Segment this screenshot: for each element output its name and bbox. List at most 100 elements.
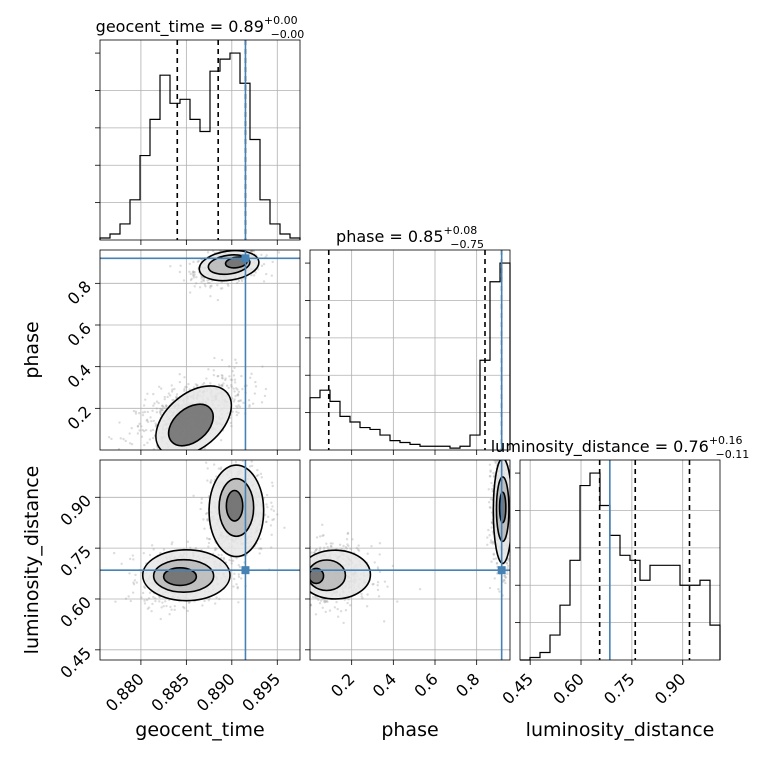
sample-point [504,576,508,579]
title-luminosity_distance: luminosity_distance = 0.76+0.16 −0.11 [491,434,750,461]
sample-point [170,390,174,393]
sample-point [172,451,174,453]
sample-point [157,401,160,405]
sample-point [216,283,219,287]
sample-point [236,406,239,409]
sample-point [230,562,233,565]
sample-point [265,254,268,257]
sample-point [306,569,308,571]
sample-point [506,572,509,576]
sample-point [346,543,349,546]
sample-point [373,561,376,564]
sample-point [376,566,380,569]
sample-point [200,275,203,279]
sample-point [378,570,382,574]
sample-point [206,511,209,515]
sample-point [136,424,140,428]
sample-point [254,380,257,384]
sample-point [119,437,122,440]
sample-point [228,558,231,562]
sample-point [169,605,172,609]
sample-point [233,378,237,381]
sample-point [386,585,389,588]
sample-point [321,523,324,527]
x-tick-label: 0.895 [238,669,284,715]
sample-point [318,601,322,605]
sample-point [292,595,294,597]
sample-point [491,540,494,544]
sample-point [138,422,141,426]
sample-point [153,402,156,405]
sample-point [488,586,492,590]
sample-point [150,544,154,547]
sample-point [210,284,213,288]
sample-point [237,575,241,578]
axes-frame [99,39,301,241]
sample-point [331,542,334,545]
sample-point [328,609,332,612]
sample-point [269,524,273,527]
sample-point [154,424,158,427]
hist-panel-luminosity_distance: luminosity_distance = 0.76+0.16 −0.11 [491,434,750,665]
sample-point [305,567,307,569]
sample-point [141,413,145,417]
sample-point [194,546,198,550]
title-geocent_time: geocent_time = 0.89+0.00 −0.00 [96,14,305,41]
x-axis-label-luminosity_distance: luminosity_distance [526,719,715,741]
sample-point [324,600,328,603]
sample-point [258,552,261,555]
sample-point [134,412,138,415]
sample-point [206,251,210,254]
sample-point [175,395,178,398]
sample-point [191,270,195,273]
sample-point [304,587,306,589]
sample-point [301,610,303,612]
sample-point [238,565,242,569]
sample-point [188,270,191,273]
x-axis-label-geocent_time: geocent_time [135,719,264,741]
y-tick-label: 0.75 [56,542,95,581]
sample-point [510,497,512,499]
sample-point [300,568,302,570]
sample-point [234,460,238,464]
sample-point [152,595,155,599]
sample-point [357,544,360,547]
sample-point [339,610,343,613]
sample-point [307,576,309,578]
sample-point [208,281,211,285]
sample-point [159,407,162,411]
sample-point [130,443,134,446]
sample-point [256,468,259,472]
sample-point [345,538,349,541]
axes-frame [99,249,301,451]
sample-point [272,509,276,513]
y-axis-label-phase: phase [21,321,43,378]
sample-point [113,468,115,470]
sample-point [201,604,204,607]
sample-point [184,385,187,389]
sample-point [122,455,124,457]
sample-point [192,271,195,274]
sample-point [110,437,113,441]
sample-point [143,599,146,602]
sample-point [323,601,326,604]
sample-point [306,564,308,566]
sample-point [234,358,237,361]
sample-point [218,597,221,601]
sample-point [306,589,308,591]
truth-marker [497,566,506,575]
sample-point [249,250,253,253]
hist-panel-phase: phase = 0.85+0.08 −0.75 [305,224,511,455]
sample-point [513,551,515,553]
sample-point [213,548,217,552]
sample-point [157,385,161,389]
sample-point [240,279,244,283]
sample-point [270,274,274,277]
sample-point [143,443,146,447]
sample-point [510,507,512,509]
sample-point [303,543,305,545]
sample-point [192,274,195,278]
sample-point [204,512,208,516]
sample-point [296,564,298,566]
sample-point [147,597,151,600]
